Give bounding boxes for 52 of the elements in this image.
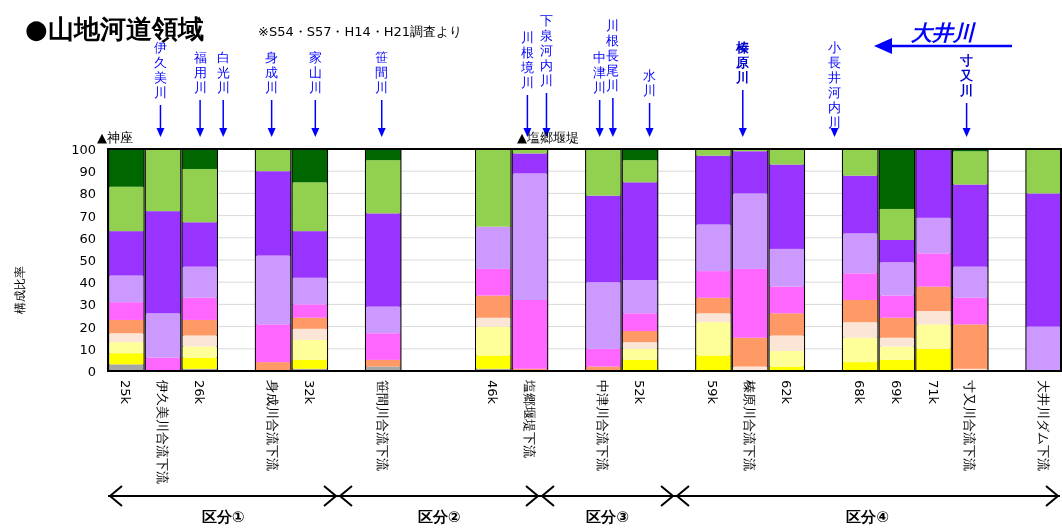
text: ▲神座 — [97, 130, 133, 145]
x-tick-label: 25k — [118, 380, 134, 405]
x-tick-label: 62k — [778, 380, 794, 405]
y-tick-label: 80 — [79, 186, 96, 202]
text: 榛原川 — [735, 40, 751, 85]
text: 大井川 — [910, 21, 977, 45]
text: 区分① — [201, 508, 245, 526]
x-tick-label: 59k — [705, 380, 721, 405]
y-tick-label: 40 — [79, 275, 96, 291]
chart-subtitle: ※S54・S57・H14・H21調査より — [258, 24, 463, 39]
x-tick-label: 笹間川合流下流 — [375, 380, 391, 471]
y-tick-label: 30 — [79, 297, 96, 313]
text: 寸又川 — [959, 53, 975, 98]
text: 身成川 — [265, 50, 279, 95]
x-tick-label: 71k — [925, 380, 941, 405]
text: 小長井河内川 — [828, 40, 842, 130]
y-tick-label: 90 — [79, 164, 96, 180]
x-tick-label: 46k — [485, 380, 501, 405]
text: 区分③ — [586, 508, 629, 526]
text: 中津川 — [593, 50, 607, 95]
text: 川根境川 — [519, 30, 534, 90]
x-tick-label: 塩郷堰堤下流 — [521, 379, 537, 458]
text: 白光川 — [216, 50, 230, 95]
x-tick-label: 26k — [191, 380, 207, 405]
chart-title: ●山地河道領域 — [25, 14, 204, 44]
x-tick-label: 68k — [852, 380, 868, 405]
text: 川根長尾川 — [606, 18, 620, 93]
x-tick-label: 伊久美川合流下流 — [155, 380, 171, 484]
y-tick-label: 70 — [79, 208, 96, 224]
text: 下泉河内川 — [539, 13, 553, 88]
text: 区分② — [417, 508, 461, 526]
text: 福用川 — [193, 50, 207, 95]
x-tick-label: 32k — [301, 380, 317, 405]
y-tick-label: 50 — [79, 253, 96, 268]
x-tick-label: 榛原川合流下流 — [742, 380, 758, 471]
text: 水川 — [643, 68, 657, 98]
y-tick-label: 10 — [79, 341, 96, 357]
x-tick-label: 52k — [632, 380, 648, 405]
y-axis-title: 構成比率 — [13, 266, 27, 314]
y-tick-label: 100 — [71, 142, 96, 157]
y-tick-label: 20 — [79, 319, 96, 335]
text: 家山川 — [308, 50, 322, 95]
x-tick-label: 身成川合流下流 — [265, 380, 281, 471]
text: 笹間川 — [375, 50, 389, 95]
x-tick-label: 寸又川合流下流 — [962, 380, 978, 471]
text: ▲塩郷堰堤 — [517, 130, 579, 145]
y-tick-label: 0 — [87, 364, 96, 379]
text: 区分④ — [846, 508, 889, 526]
x-tick-label: 大井川ダム下流 — [1035, 380, 1051, 471]
y-tick-label: 60 — [79, 230, 96, 246]
x-tick-label: 中津川合流下流 — [595, 380, 611, 471]
x-tick-label: 69k — [888, 380, 904, 405]
